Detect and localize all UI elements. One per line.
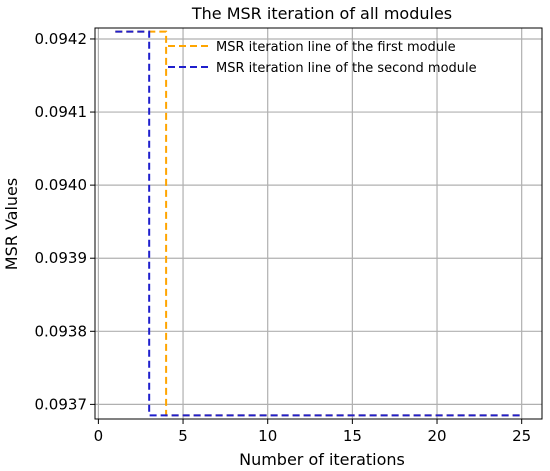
x-tick-label: 15	[343, 427, 362, 445]
y-tick-label: 0.0940	[35, 176, 88, 194]
x-tick-label: 0	[94, 427, 104, 445]
y-tick-label: 0.0939	[35, 249, 88, 267]
grid	[95, 28, 542, 419]
series-lines	[115, 30, 522, 417]
x-tick-label: 25	[512, 427, 531, 445]
y-tick-label: 0.0942	[35, 30, 88, 48]
y-tick-label: 0.0941	[35, 103, 88, 121]
x-tick-label: 10	[258, 427, 277, 445]
chart-title: The MSR iteration of all modules	[191, 4, 452, 23]
x-tick-label: 20	[427, 427, 446, 445]
legend-label-1: MSR iteration line of the first module	[216, 40, 456, 55]
axis-ticks: 0 5 10 15 20 25 0.0937 0.0938 0.0939 0.0940 0.0941…	[35, 30, 532, 445]
legend-label-2: MSR iteration line of the second module	[216, 61, 477, 76]
x-axis-label: Number of iterations	[239, 450, 405, 469]
plot-frame	[94, 27, 543, 420]
series-line-1	[115, 30, 522, 417]
y-tick-label: 0.0938	[35, 322, 88, 340]
y-axis-label: MSR Values	[2, 178, 21, 270]
series-line-2	[115, 30, 522, 417]
y-tick-label: 0.0937	[35, 395, 88, 413]
legend: MSR iteration line of the first module MS…	[168, 40, 477, 76]
x-tick-label: 5	[178, 427, 188, 445]
